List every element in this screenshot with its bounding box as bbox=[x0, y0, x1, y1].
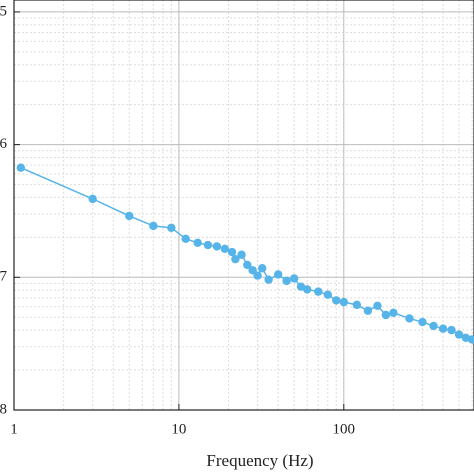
data-point bbox=[193, 238, 202, 248]
data-point bbox=[248, 266, 257, 275]
data-point bbox=[237, 250, 246, 259]
data-point bbox=[389, 308, 398, 318]
data-point bbox=[253, 271, 262, 280]
data-point bbox=[323, 290, 333, 299]
data-point bbox=[289, 274, 299, 283]
data-point bbox=[467, 335, 474, 344]
data-point bbox=[212, 242, 222, 251]
data-point bbox=[454, 330, 464, 339]
data-point bbox=[220, 244, 230, 254]
data-point bbox=[273, 270, 283, 279]
data-point bbox=[125, 211, 134, 221]
data-point bbox=[314, 287, 323, 296]
x-axis-label: Frequency (Hz) bbox=[206, 451, 313, 470]
y-tick-label: 8 bbox=[0, 401, 7, 417]
data-point bbox=[438, 324, 448, 333]
data-point bbox=[447, 325, 456, 335]
data-point bbox=[149, 221, 158, 231]
data-point bbox=[332, 296, 341, 305]
data-point bbox=[167, 223, 176, 233]
data-point bbox=[203, 240, 213, 250]
data-point bbox=[16, 163, 26, 172]
data-point bbox=[418, 317, 427, 327]
data-point bbox=[181, 234, 190, 244]
data-point bbox=[373, 301, 382, 310]
data-point bbox=[363, 306, 373, 315]
series-line bbox=[20, 167, 473, 341]
y-tick-label: 6 bbox=[0, 136, 8, 152]
data-point bbox=[88, 194, 97, 204]
data-point bbox=[231, 254, 240, 264]
x-tick-label: 10 bbox=[171, 421, 186, 437]
data-point bbox=[282, 276, 291, 286]
data-point bbox=[339, 297, 348, 307]
x-tick-label: 100 bbox=[333, 421, 356, 437]
y-tick-label: 5 bbox=[0, 3, 7, 19]
data-point bbox=[303, 285, 312, 294]
data-point bbox=[243, 260, 252, 270]
data-point bbox=[264, 275, 273, 284]
x-tick-label: 1 bbox=[10, 421, 18, 437]
data-point bbox=[352, 300, 362, 310]
y-tick-label: 7 bbox=[0, 269, 8, 285]
data-point bbox=[381, 310, 391, 320]
data-point bbox=[257, 264, 267, 273]
data-point bbox=[429, 321, 438, 331]
plot-frame bbox=[13, 0, 474, 411]
data-point bbox=[405, 314, 414, 323]
data-point bbox=[227, 247, 237, 257]
